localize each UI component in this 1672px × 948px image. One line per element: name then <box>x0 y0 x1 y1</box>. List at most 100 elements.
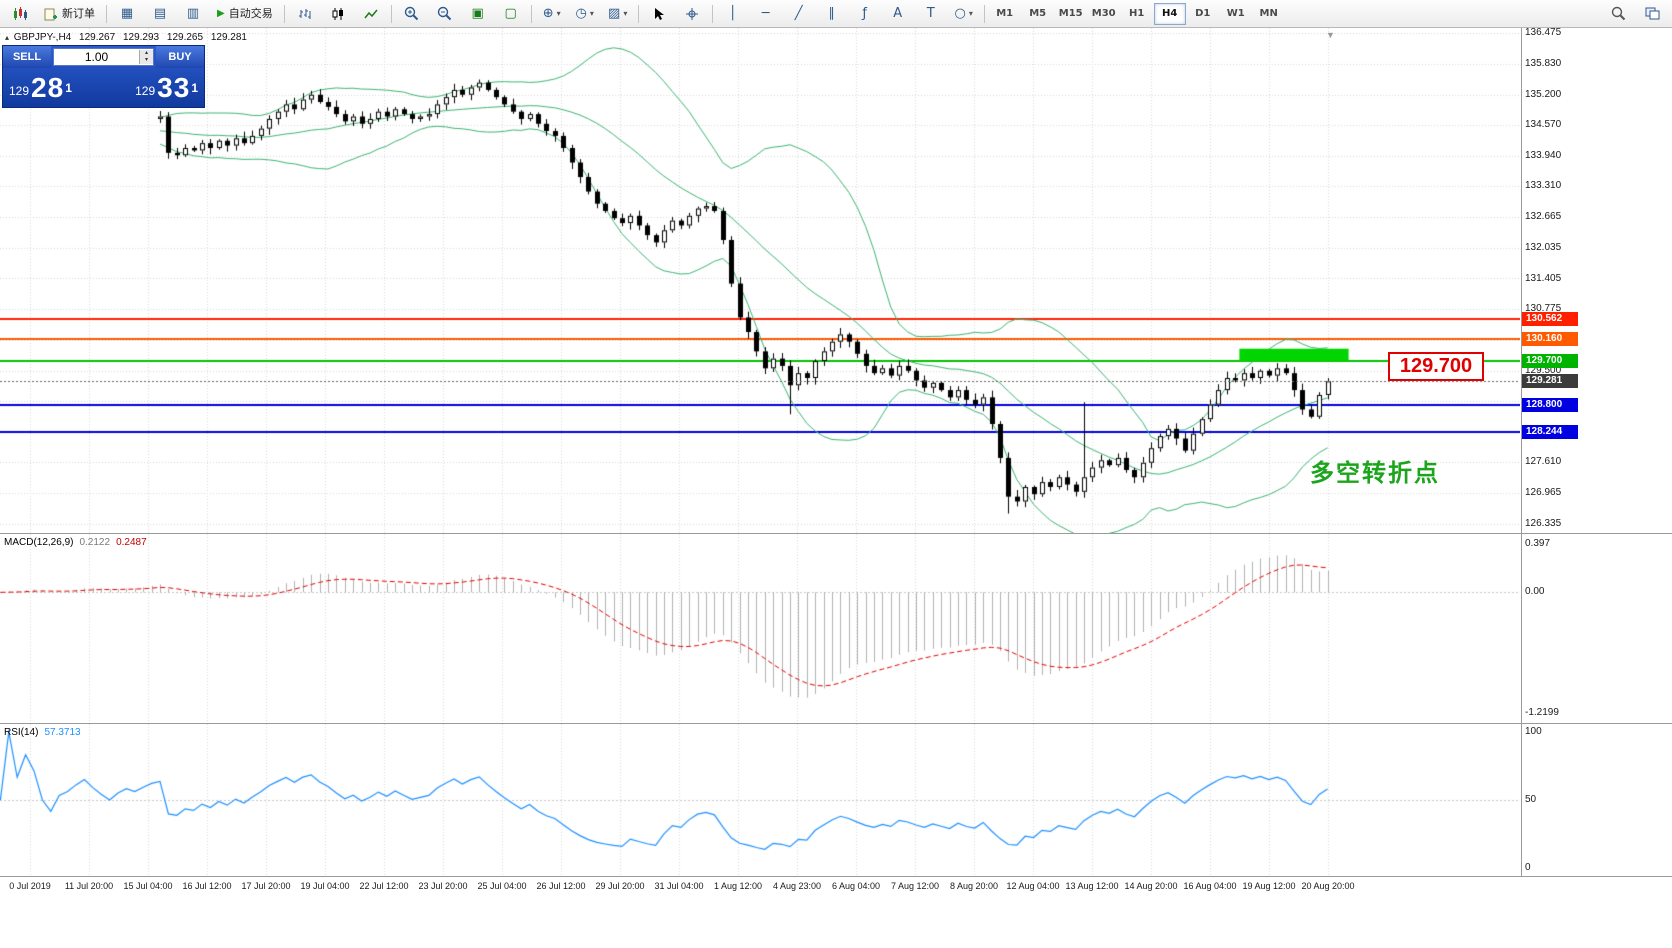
buy-price[interactable]: 129 33 1 <box>104 68 205 108</box>
auto-trading-button[interactable]: ▶ 自动交易 <box>210 2 280 26</box>
tab-timeframe-h4[interactable]: H4 <box>1153 2 1186 25</box>
price-scale-label: 131.405 <box>1525 272 1562 284</box>
tab-timeframe-d1[interactable]: D1 <box>1195 8 1211 19</box>
new-order-button[interactable]: 新订单 <box>37 2 102 26</box>
price-level-annotation: 129.700 <box>1388 352 1484 381</box>
rsi-panel[interactable]: RSI(14) 57.3713 100 50 0 <box>0 724 1672 876</box>
price-scale-label: 127.610 <box>1525 456 1562 468</box>
data-window-button[interactable]: ▥ <box>177 2 209 26</box>
periods-button[interactable]: ◷ ▾ <box>569 2 601 26</box>
macd-scale[interactable]: 0.397 0.00 -1.2199 <box>1521 534 1672 723</box>
toolbar: 新订单 ▦ ▤ ▥ ▶ 自动交易 <box>0 0 1672 28</box>
bar-chart-button[interactable] <box>289 2 321 26</box>
crosshair-icon <box>685 7 698 20</box>
periods-clock-icon: ◷ <box>575 6 587 21</box>
sell-button[interactable]: SELL <box>3 46 51 68</box>
macd-panel[interactable]: MACD(12,26,9) 0.2122 0.2487 0.397 0.00 -1.21… <box>0 534 1672 723</box>
tab-timeframe-m30[interactable]: M30 <box>1091 8 1116 19</box>
price-scale[interactable]: 136.475 135.830 135.200 134.570 133.940 133.3… <box>1521 27 1672 533</box>
bar-close: 129.281 <box>210 32 247 43</box>
tab-timeframe-m15[interactable]: M15 <box>1058 8 1083 19</box>
panel-divider[interactable] <box>0 723 1672 724</box>
rsi-canvas[interactable] <box>0 724 1520 876</box>
chart-shift-marker[interactable]: ▼ <box>1326 30 1335 40</box>
rsi-scale-label: 100 <box>1525 726 1542 737</box>
price-scale-label: 136.475 <box>1525 27 1562 38</box>
volume-input[interactable]: 1.00 ▴ ▾ <box>53 48 154 66</box>
new-order-icon <box>44 8 57 20</box>
auto-trading-label: 自动交易 <box>228 7 273 20</box>
profiles-button[interactable]: ▤ <box>144 2 176 26</box>
tab-timeframe-w1[interactable]: W1 <box>1226 8 1245 19</box>
profiles-icon: ▤ <box>153 6 167 21</box>
time-label: 20 Aug 20:00 <box>1301 881 1355 891</box>
vertical-line-button[interactable]: │ <box>717 2 749 26</box>
tab-timeframe-m1[interactable]: M1 <box>996 8 1014 19</box>
time-label: 0 Jul 2019 <box>9 881 51 891</box>
time-axis[interactable]: 0 Jul 2019 11 Jul 20:00 15 Jul 04:00 16 Jul… <box>0 877 1672 899</box>
search-button[interactable] <box>1602 2 1634 26</box>
window-layout-icon <box>1645 7 1659 20</box>
price-badge: 130.562 <box>1522 312 1578 327</box>
time-label: 16 Aug 04:00 <box>1183 881 1237 891</box>
sell-price[interactable]: 129 28 1 <box>3 68 104 108</box>
channel-button[interactable]: ∥ <box>816 2 848 26</box>
templates-button[interactable]: ▨ ▾ <box>602 2 634 26</box>
macd-label: MACD(12,26,9) 0.2122 0.2487 <box>4 537 147 548</box>
bar-low: 129.265 <box>166 32 204 43</box>
price-chart-panel[interactable]: ▴ GBPJPY-,H4 129.267 129.293 129.265 129… <box>0 27 1672 533</box>
stepper-down-icon[interactable]: ▾ <box>144 57 148 63</box>
auto-trading-play-icon: ▶ <box>217 7 225 19</box>
time-label: 11 Jul 20:00 <box>64 881 114 891</box>
tile-windows-button[interactable]: ▣ <box>462 2 494 26</box>
rsi-scale-label: 50 <box>1525 794 1537 805</box>
time-label: 19 Jul 04:00 <box>300 881 350 891</box>
panel-divider[interactable] <box>0 533 1672 534</box>
chevron-down-icon: ▾ <box>589 8 594 18</box>
turning-point-annotation: 多空转折点 <box>1310 460 1440 487</box>
text-button[interactable]: A <box>882 2 914 26</box>
indicators-icon: ⊕ <box>542 6 554 21</box>
buy-price-prefix: 129 <box>135 84 156 98</box>
cursor-icon <box>655 7 665 20</box>
stepper-up-icon[interactable]: ▴ <box>144 50 148 56</box>
toolbar-separator <box>106 4 107 23</box>
toolbar-separator <box>390 4 392 23</box>
tab-timeframe-mn[interactable]: MN <box>1259 8 1278 19</box>
rsi-scale[interactable]: 100 50 0 <box>1521 724 1672 876</box>
cursor-button[interactable] <box>643 2 675 26</box>
one-click-trading-panel: SELL 1.00 ▴ ▾ BUY 129 28 1 129 <box>2 45 205 108</box>
price-scale-label: 133.310 <box>1525 180 1562 192</box>
line-chart-button[interactable] <box>355 2 387 26</box>
tab-timeframe-m5[interactable]: M5 <box>1029 8 1047 19</box>
chevron-down-icon: ▾ <box>556 8 561 18</box>
macd-canvas[interactable] <box>0 534 1520 723</box>
buy-button[interactable]: BUY <box>156 46 204 68</box>
bar-high: 129.293 <box>122 32 160 43</box>
macd-scale-label: 0.00 <box>1525 586 1545 598</box>
fibonacci-button[interactable]: ƒ <box>849 2 881 26</box>
rsi-label: RSI(14) 57.3713 <box>4 727 81 738</box>
crosshair-button[interactable] <box>676 2 708 26</box>
indicators-button[interactable]: ⊕ ▾ <box>536 2 568 26</box>
horizontal-line-icon: ─ <box>761 6 770 21</box>
bar-chart-icon <box>298 8 311 19</box>
candlestick-chart-button[interactable] <box>322 2 354 26</box>
shapes-button[interactable]: ○ ▾ <box>948 2 980 26</box>
charts-window-button[interactable]: ▦ <box>111 2 143 26</box>
zoom-out-button[interactable] <box>429 2 461 26</box>
horizontal-line-button[interactable]: ─ <box>750 2 782 26</box>
label-button[interactable]: T <box>915 2 947 26</box>
volume-stepper[interactable]: ▴ ▾ <box>139 50 153 64</box>
price-chart-canvas[interactable] <box>0 28 1520 533</box>
cascade-windows-button[interactable]: ▢ <box>495 2 527 26</box>
window-layout-button[interactable] <box>1636 2 1668 26</box>
zoom-in-button[interactable] <box>396 2 428 26</box>
chart-window-icon: ▦ <box>120 6 134 21</box>
trendline-button[interactable]: ╱ <box>783 2 815 26</box>
chevron-down-icon: ▾ <box>623 8 628 18</box>
time-label: 7 Aug 12:00 <box>890 881 940 891</box>
time-label: 8 Aug 20:00 <box>949 881 999 891</box>
tab-timeframe-h1[interactable]: H1 <box>1129 8 1145 19</box>
